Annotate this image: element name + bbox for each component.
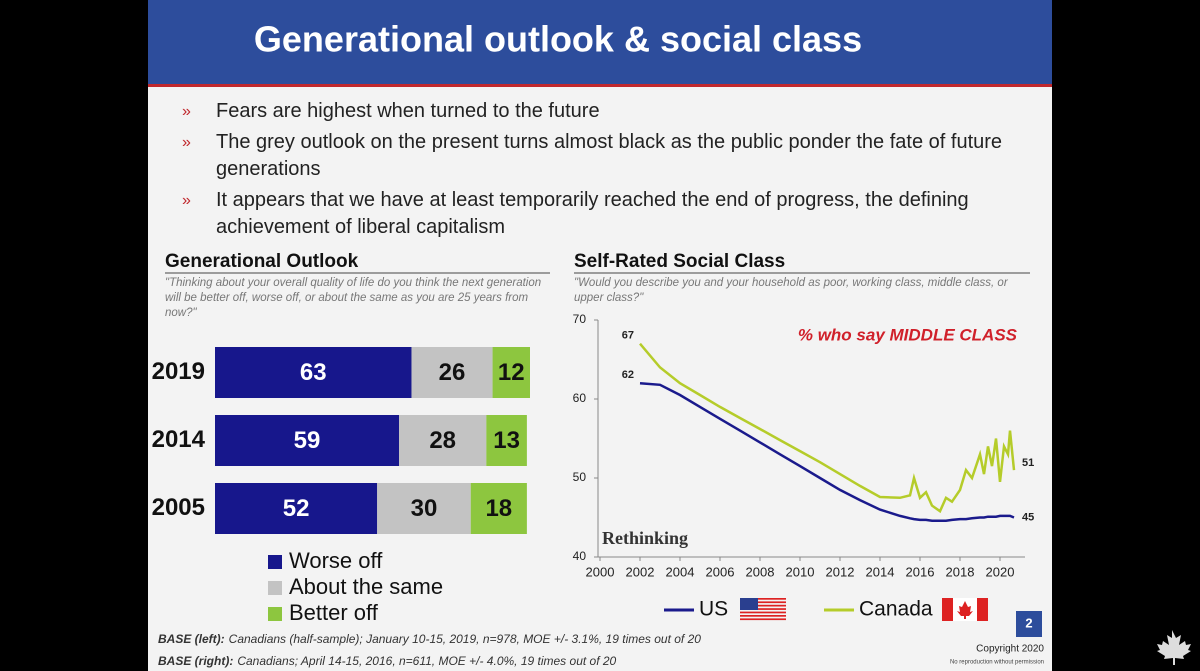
ca-flag-right	[977, 598, 988, 621]
header-bar	[148, 0, 1052, 84]
line-series	[639, 381, 1015, 522]
ca-flag-left	[942, 598, 953, 621]
data-label: 26	[439, 359, 466, 386]
chart-subtitle: "Would you describe you and your househo…	[574, 277, 1008, 304]
footnote-label: BASE (left):	[158, 632, 225, 646]
y-tick-label: 40	[573, 549, 587, 563]
x-tick-label: 2016	[906, 564, 935, 579]
data-label: 63	[300, 359, 327, 386]
chart-title: Generational Outlook	[165, 251, 359, 272]
data-label: 30	[411, 495, 438, 522]
data-label: 28	[429, 427, 456, 454]
page-number: 2	[1025, 615, 1032, 630]
bullet-list: Fears are highest when turned to the fut…	[182, 98, 1022, 245]
footnote-label: BASE (right):	[158, 654, 233, 668]
footnote: BASE (left): Canadians (half-sample); Jan…	[158, 632, 701, 646]
bar-segment	[486, 415, 527, 466]
bullet: It appears that we have at least tempora…	[182, 187, 1022, 241]
footnote-text: Canadians; April 14-15, 2016, n=611, MOE…	[237, 654, 616, 668]
watermark: Rethinking	[602, 528, 688, 548]
footnote: BASE (right): Canadians; April 14-15, 201…	[158, 654, 617, 668]
end-label: 45	[1022, 511, 1034, 523]
legend-label: Worse off	[289, 548, 383, 573]
us-flag-stripe	[740, 608, 786, 610]
x-tick-label: 2000	[586, 564, 615, 579]
start-label: 67	[622, 330, 634, 342]
bar-segment	[215, 483, 378, 534]
y-tick-label: 50	[573, 470, 587, 484]
us-flag-canton	[740, 598, 758, 610]
x-tick-label: 2012	[826, 564, 855, 579]
start-label: 62	[622, 369, 634, 381]
data-label: 52	[283, 495, 310, 522]
legend-label: Canada	[859, 598, 933, 621]
x-tick-label: 2018	[946, 564, 975, 579]
bar-segment	[470, 483, 527, 534]
legend-swatch	[268, 581, 282, 595]
page-number-box	[1016, 611, 1042, 637]
legend-label: Better off	[289, 600, 379, 625]
x-tick-label: 2004	[666, 564, 695, 579]
footnote-text: Canadians (half-sample); January 10-15, …	[229, 632, 702, 646]
legend-swatch	[268, 555, 282, 569]
us-flag-stripe	[740, 604, 786, 607]
y-tick-label: 70	[573, 312, 587, 326]
bar-segment	[492, 347, 530, 398]
data-label: 12	[498, 359, 525, 386]
end-label: 51	[1022, 457, 1034, 469]
bar-segment	[377, 483, 471, 534]
x-tick-label: 2020	[986, 564, 1015, 579]
header-rule	[148, 84, 1052, 87]
bar-segment	[411, 347, 493, 398]
us-flag-stripe	[740, 618, 786, 621]
y-tick-label: 2014	[152, 426, 206, 453]
notice: No reproduction without permission	[950, 660, 1044, 666]
x-tick-label: 2006	[706, 564, 735, 579]
x-tick-label: 2010	[786, 564, 815, 579]
y-tick-label: 60	[573, 391, 587, 405]
chart-subtitle: "Thinking about your overall quality of …	[165, 277, 542, 319]
bullet: Fears are highest when turned to the fut…	[182, 98, 1022, 125]
annotation: % who say MIDDLE CLASS	[798, 325, 1018, 344]
bar-segment	[399, 415, 487, 466]
us-flag-stripe	[740, 601, 786, 604]
maple-leaf-logo	[1157, 630, 1191, 665]
ca-flag-leaf	[957, 601, 973, 619]
us-flag-stripe	[740, 611, 786, 614]
us-flag-stripe	[740, 598, 786, 600]
data-label: 59	[294, 427, 321, 454]
y-tick-label: 2005	[152, 494, 205, 521]
chart-title: Self-Rated Social Class	[574, 251, 785, 272]
chart-subtitle-box: "Would you describe you and your househo…	[574, 277, 1008, 304]
y-tick-label: 2019	[152, 358, 205, 385]
bar-segment	[215, 347, 412, 398]
bar-segment	[215, 415, 400, 466]
data-label: 13	[493, 427, 520, 454]
line-series	[639, 342, 1016, 514]
legend-swatch	[268, 607, 282, 621]
data-label: 18	[485, 495, 512, 522]
chart-subtitle-box: "Thinking about your overall quality of …	[165, 277, 542, 319]
legend-label: US	[699, 598, 728, 621]
legend-label: About the same	[289, 574, 443, 599]
copyright: Copyright 2020	[976, 644, 1044, 655]
x-tick-label: 2002	[626, 564, 655, 579]
x-tick-label: 2008	[746, 564, 775, 579]
us-flag-stripe	[740, 615, 786, 617]
x-tick-label: 2014	[866, 564, 895, 579]
slide-title: Generational outlook & social class	[254, 19, 862, 60]
bullet: The grey outlook on the present turns al…	[182, 129, 1022, 183]
